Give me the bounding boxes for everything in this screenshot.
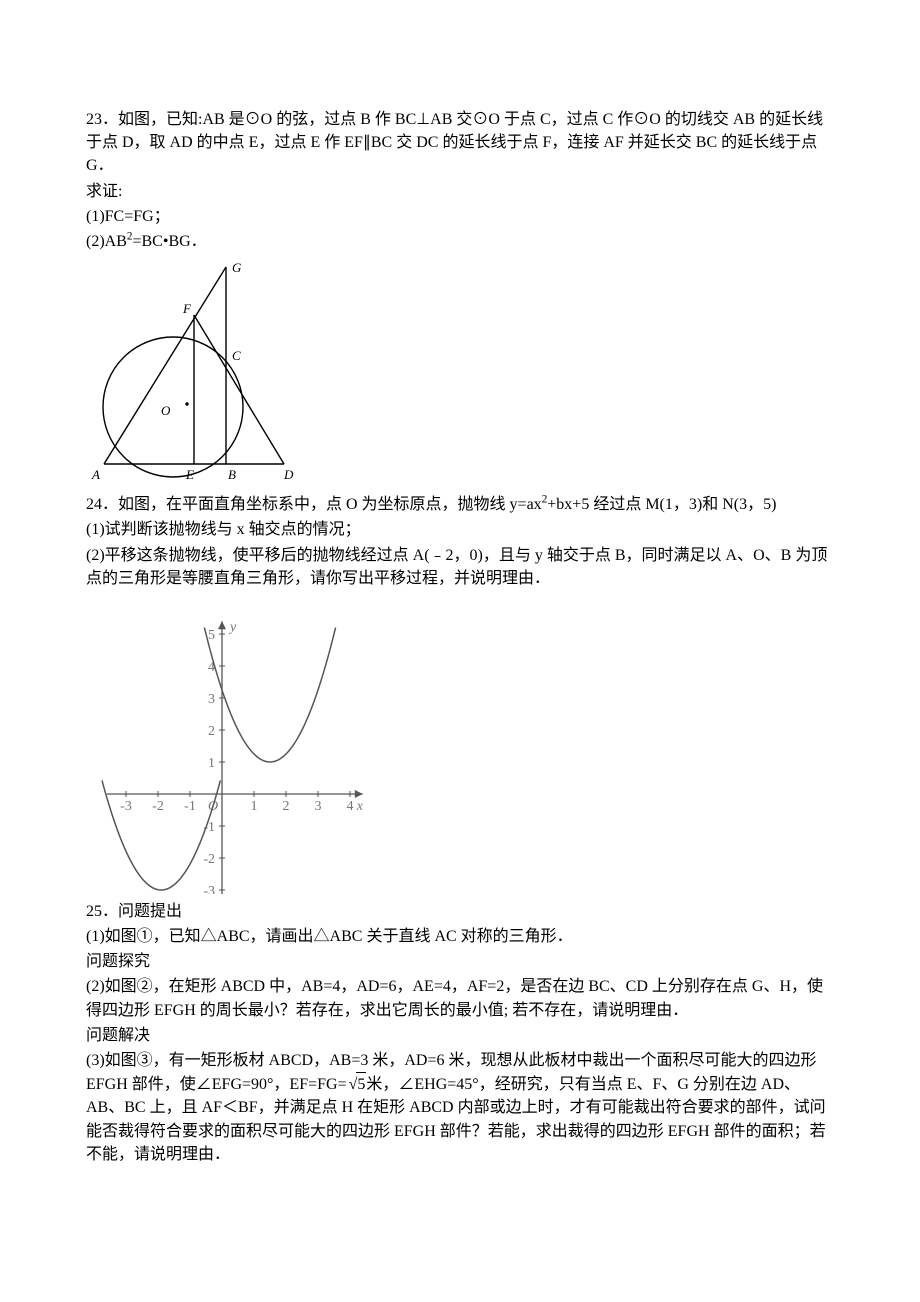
- q25-line-0: 25．问题提出: [86, 900, 834, 923]
- svg-text:2: 2: [208, 724, 215, 739]
- svg-text:F: F: [182, 301, 192, 316]
- svg-text:-1: -1: [203, 820, 215, 835]
- q24-l0-pre: 24．如图，在平面直角坐标系中，点 O 为坐标原点，抛物线 y=ax: [86, 496, 542, 513]
- q24-line-0: 24．如图，在平面直角坐标系中，点 O 为坐标原点，抛物线 y=ax2+bx+5…: [86, 493, 834, 516]
- svg-text:5: 5: [208, 628, 215, 643]
- q23-figure: A B D E C F G O: [86, 257, 299, 487]
- q25-sqrt-val: 5: [356, 1072, 366, 1096]
- svg-text:1: 1: [251, 799, 258, 814]
- svg-text:C: C: [232, 348, 241, 363]
- svg-text:1: 1: [208, 756, 215, 771]
- svg-text:-2: -2: [152, 799, 164, 814]
- svg-text:-3: -3: [203, 884, 215, 894]
- svg-text:-2: -2: [203, 852, 215, 867]
- svg-text:G: G: [232, 260, 242, 275]
- q25-line-3: (2)如图②，在矩形 ABCD 中，AB=4，AD=6，AE=4，AF=2，是否…: [86, 975, 834, 1021]
- sqrt-icon: 5: [347, 1072, 367, 1096]
- svg-text:-1: -1: [184, 799, 196, 814]
- q25-line-4: 问题解决: [86, 1024, 834, 1047]
- svg-text:E: E: [185, 467, 194, 482]
- svg-text:4: 4: [347, 799, 354, 814]
- q25-line-1: (1)如图①，已知△ABC，请画出△ABC 关于直线 AC 对称的三角形．: [86, 925, 834, 948]
- svg-text:3: 3: [315, 799, 322, 814]
- svg-text:D: D: [283, 467, 294, 482]
- q23-line-0: 23．如图，已知:AB 是⊙O 的弦，过点 B 作 BC⊥AB 交⊙O 于点 C…: [86, 108, 834, 178]
- q23-line-1: 求证:: [86, 180, 834, 203]
- svg-text:y: y: [228, 620, 237, 635]
- q25-line-2: 问题探究: [86, 950, 834, 973]
- q24-line-2: (2)平移这条抛物线，使平移后的抛物线经过点 A(﹣2，0)，且与 y 轴交于点…: [86, 544, 834, 590]
- svg-text:x: x: [356, 799, 364, 814]
- q23-ab2-pre: (2)AB: [86, 233, 127, 250]
- svg-text:-3: -3: [120, 799, 132, 814]
- q24-figure: -3-2-11234-3-2-112345Oxy: [86, 594, 364, 894]
- svg-text:A: A: [91, 467, 100, 482]
- svg-text:O: O: [161, 403, 171, 418]
- q23-ab2-suf: =BC•BG．: [132, 233, 206, 250]
- q23-line-3: (2)AB2=BC•BG．: [86, 230, 834, 253]
- svg-text:B: B: [228, 467, 236, 482]
- q23-line-2: (1)FC=FG；: [86, 205, 834, 228]
- q24-l0-suf: +bx+5 经过点 M(1，3)和 N(3，5): [547, 496, 776, 513]
- svg-text:3: 3: [208, 692, 215, 707]
- q24-line-1: (1)试判断该抛物线与 x 轴交点的情况；: [86, 518, 834, 541]
- svg-text:2: 2: [283, 799, 290, 814]
- q25-line-5: (3)如图③，有一矩形板材 ABCD，AB=3 米，AD=6 米，现想从此板材中…: [86, 1049, 834, 1166]
